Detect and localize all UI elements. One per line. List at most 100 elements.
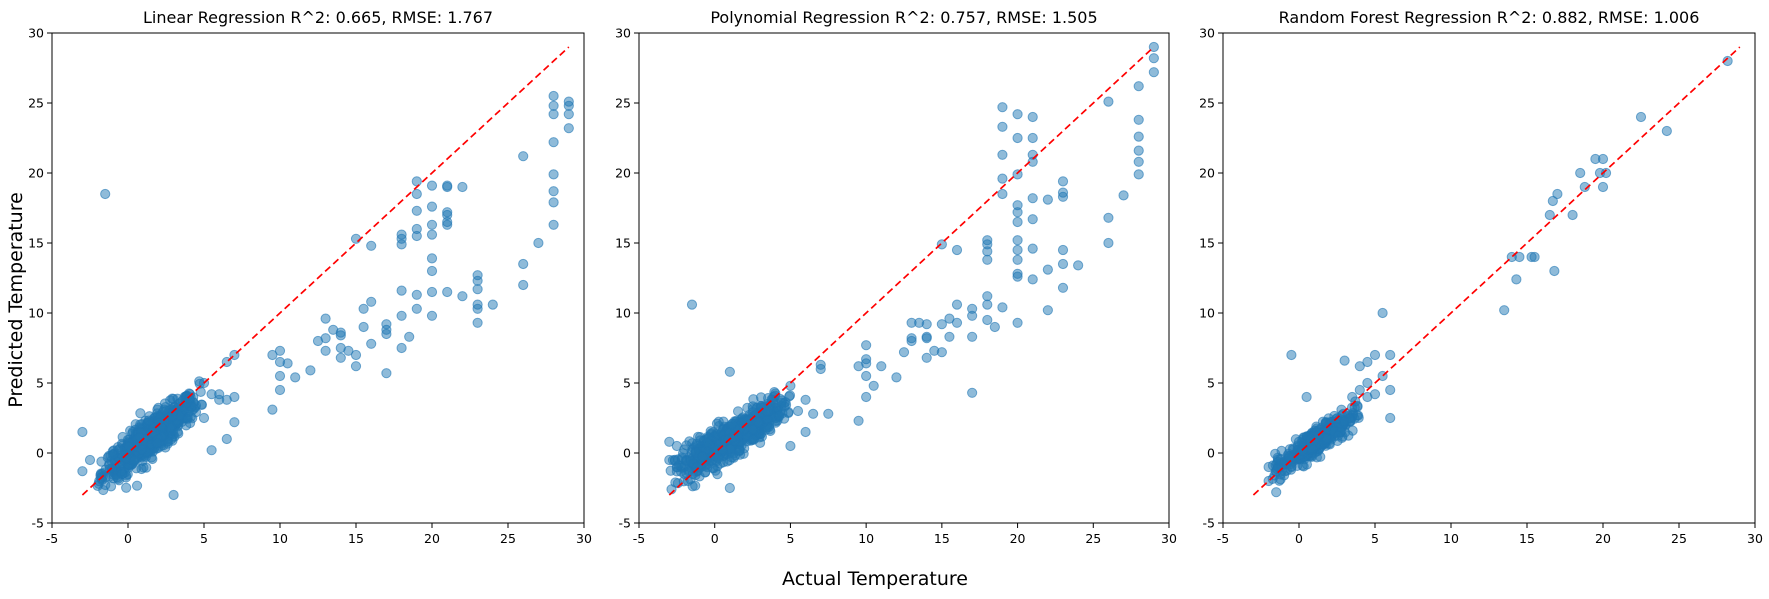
x-tick-label: 25 [1085,531,1101,546]
x-ticks-polynomial: -5 0 5 10 15 20 25 30 [633,523,1177,546]
data-point-linear [396,285,407,296]
data-point-linear [198,412,210,424]
data-point-linear [548,90,559,102]
cluster-point-polynomial [747,407,758,418]
data-point-linear [411,205,422,216]
data-point-polynomial [1073,260,1084,271]
data-point-linear [396,310,407,321]
data-point-polynomial [861,340,872,351]
data-point-linear [548,137,559,148]
data-point-linear [320,333,331,344]
data-point-linear [457,181,468,193]
data-point-polynomial [671,440,682,452]
data-point-polynomial [853,415,864,426]
data-point-linear [168,489,179,501]
y-tick-label: 30 [1199,26,1215,41]
x-tick-label: 30 [1161,531,1177,546]
cluster-point-linear [146,427,158,438]
data-point-polynomial [1027,193,1038,204]
data-point-linear [229,417,240,428]
data-point-polynomial [891,372,902,383]
cluster-point-linear [143,415,154,426]
data-point-linear [533,237,544,249]
x-tick-label: 5 [200,531,208,546]
cluster-point-random-forest [1270,448,1281,459]
data-point-random-forest [1385,384,1396,396]
cluster-point-polynomial [748,394,759,405]
data-point-polynomial [1133,81,1144,92]
cluster-point-linear [184,393,195,404]
reference-line-linear [81,46,570,496]
data-point-polynomial [967,303,978,314]
points-layer-linear [77,90,574,501]
cluster-point-random-forest [1332,430,1344,441]
data-point-polynomial [664,436,675,447]
data-point-linear [411,188,422,200]
panel-title-linear: Linear Regression R^2: 0.665, RMSE: 1.76… [143,8,493,27]
x-tick-label: -5 [1217,531,1229,546]
cluster-point-random-forest [1309,435,1320,447]
cluster-point-polynomial [697,451,708,462]
data-point-polynomial [1027,214,1038,225]
data-point-polynomial [1103,212,1114,223]
data-point-linear [77,426,88,438]
data-point-random-forest [1286,349,1297,361]
y-tick-label: 10 [1199,306,1215,321]
scatter-panel-polynomial: Polynomial Regression R^2: 0.757, RMSE: … [615,8,1177,546]
cluster-point-linear [105,481,117,492]
data-point-polynomial [823,408,834,419]
y-ticks-linear: -5 0 5 10 15 20 25 30 [28,26,52,531]
x-tick-label: 30 [1747,531,1763,546]
data-point-linear [221,394,232,405]
data-point-linear [411,223,422,235]
x-tick-label: 15 [934,531,950,546]
data-point-random-forest [1362,356,1373,368]
data-point-linear [472,317,483,328]
data-point-polynomial [1148,41,1159,53]
data-point-polynomial [936,319,947,330]
data-point-random-forest [1369,389,1381,400]
cluster-point-polynomial [762,406,773,417]
data-point-linear [487,299,498,310]
data-point-random-forest [1579,181,1590,193]
data-point-polynomial [800,426,811,438]
data-point-random-forest [1354,361,1365,372]
data-point-polynomial [898,347,910,358]
data-point-linear [274,370,286,382]
cluster-point-polynomial [784,390,796,401]
data-point-polynomial [944,331,955,342]
data-point-polynomial [951,244,963,256]
cluster-point-polynomial [702,437,713,448]
data-point-polynomial [997,173,1008,184]
data-point-polynomial [936,347,947,358]
cluster-point-polynomial [713,453,724,464]
cluster-point-polynomial [727,432,739,443]
data-point-polynomial [1057,282,1069,293]
data-point-linear [381,324,392,335]
data-point-polynomial [989,321,1000,333]
x-tick-label: -5 [46,531,58,546]
cluster-point-linear [159,404,170,415]
data-point-polynomial [982,254,993,265]
x-tick-label: -5 [633,531,645,546]
data-point-linear [320,345,331,356]
data-point-polynomial [906,333,917,344]
plot-frame-random-forest [1222,32,1756,524]
data-point-polynomial [982,291,993,302]
data-point-polynomial [679,468,690,480]
cluster-point-random-forest [1298,461,1309,472]
data-point-polynomial [1012,254,1023,265]
data-point-random-forest [1514,251,1525,263]
y-tick-label: 20 [615,166,631,181]
x-tick-label: 15 [348,531,364,546]
data-point-polynomial [876,361,887,372]
data-point-linear [320,313,331,324]
data-point-random-forest [1369,349,1381,361]
x-tick-label: 10 [272,531,288,546]
data-point-polynomial [1133,145,1144,156]
data-point-polynomial [1103,237,1114,249]
data-point-linear [404,331,415,342]
data-point-random-forest [1600,167,1612,179]
data-point-linear [548,109,559,120]
